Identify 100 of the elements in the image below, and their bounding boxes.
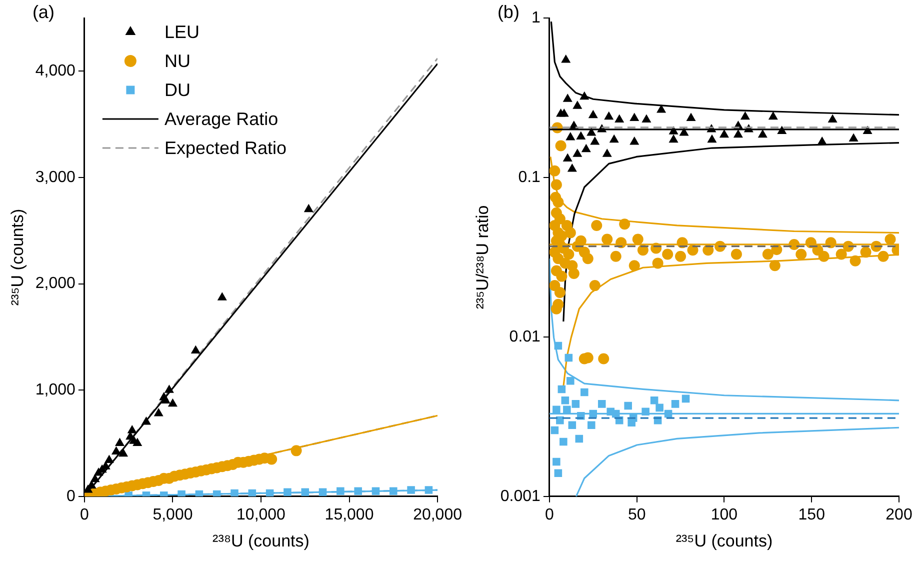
point <box>671 400 680 408</box>
point <box>424 486 433 494</box>
point <box>154 408 164 416</box>
point <box>554 469 562 477</box>
y-axis-title: ²³⁵U (counts) <box>8 208 27 306</box>
x-tick-label: 5,000 <box>152 506 193 524</box>
point <box>572 400 580 408</box>
point <box>587 421 596 429</box>
point <box>111 446 121 454</box>
point <box>828 114 838 123</box>
text: (b) <box>497 2 520 22</box>
x-tick-label: 0 <box>544 506 554 524</box>
point <box>561 396 570 404</box>
y-tick-label: 0 <box>66 488 76 505</box>
point <box>566 377 574 385</box>
point <box>336 487 344 495</box>
point <box>598 400 606 408</box>
point <box>568 421 576 429</box>
point <box>581 144 591 152</box>
point <box>609 134 619 143</box>
point <box>650 396 658 404</box>
point <box>562 153 572 162</box>
legend-label: Expected Ratio <box>164 138 287 158</box>
point <box>372 487 380 495</box>
point <box>768 111 778 120</box>
x-tick-label: 200 <box>886 506 912 524</box>
point <box>290 445 302 456</box>
x-tick-label: 20,000 <box>413 506 462 524</box>
point <box>190 345 200 354</box>
point <box>740 111 750 120</box>
point <box>552 406 560 414</box>
point <box>554 342 562 350</box>
point <box>230 489 238 496</box>
point <box>719 129 729 138</box>
x-tick-label: 0 <box>80 506 89 524</box>
y-tick-label: 1 <box>532 9 541 26</box>
x-tick-label: 150 <box>798 506 826 524</box>
point <box>630 136 640 145</box>
y-tick-label: 0.001 <box>500 488 541 505</box>
point <box>604 111 614 120</box>
y-tick-label: 2,000 <box>35 275 76 292</box>
point <box>132 438 142 446</box>
point <box>656 104 666 113</box>
point <box>588 110 598 118</box>
point <box>580 388 588 396</box>
point <box>390 487 398 495</box>
point <box>556 108 566 117</box>
point <box>561 54 571 63</box>
point <box>602 148 612 157</box>
point <box>572 100 582 109</box>
point <box>566 132 576 140</box>
point <box>118 448 128 457</box>
y-tick-label: 0.1 <box>518 168 541 186</box>
point <box>848 133 858 142</box>
point <box>318 488 327 496</box>
y-tick-label: 3,000 <box>35 168 76 186</box>
x-tick-label: 15,000 <box>324 506 374 524</box>
point <box>590 136 600 145</box>
point <box>564 354 573 362</box>
point <box>168 398 178 407</box>
point <box>558 385 566 394</box>
point <box>575 434 584 443</box>
y-tick-label: 1,000 <box>35 381 76 398</box>
point <box>668 134 678 143</box>
point <box>572 148 582 157</box>
x-axis-title: ²³⁸U (counts) <box>212 531 310 550</box>
point <box>304 204 314 212</box>
point <box>164 384 174 393</box>
point <box>642 114 652 123</box>
x-tick-label: 10,000 <box>236 506 286 524</box>
point <box>407 486 415 494</box>
point <box>552 458 560 466</box>
point <box>630 112 640 122</box>
point <box>354 487 362 495</box>
point <box>284 488 292 496</box>
x-tick-label: 100 <box>710 506 738 524</box>
legend-label: DU <box>164 80 190 100</box>
point <box>114 438 125 446</box>
y-tick-label: 4,000 <box>35 62 76 80</box>
point <box>90 474 100 482</box>
point <box>84 484 93 493</box>
point <box>104 454 114 464</box>
legend-label: NU <box>164 50 190 71</box>
point <box>560 438 568 446</box>
point <box>563 406 571 414</box>
point <box>686 112 696 122</box>
point <box>679 128 689 136</box>
point <box>614 114 624 123</box>
point <box>628 418 636 427</box>
point <box>758 129 768 138</box>
point <box>178 490 186 496</box>
x-axis-title: ²³⁵U (counts) <box>676 531 773 550</box>
point <box>580 91 590 100</box>
point <box>817 136 827 145</box>
point <box>656 404 664 412</box>
y-axis-title: ²³⁵U/²³⁸U ratio <box>472 205 492 310</box>
point <box>733 129 743 138</box>
point <box>562 94 572 102</box>
text: (a) <box>32 2 54 22</box>
point <box>567 164 577 172</box>
